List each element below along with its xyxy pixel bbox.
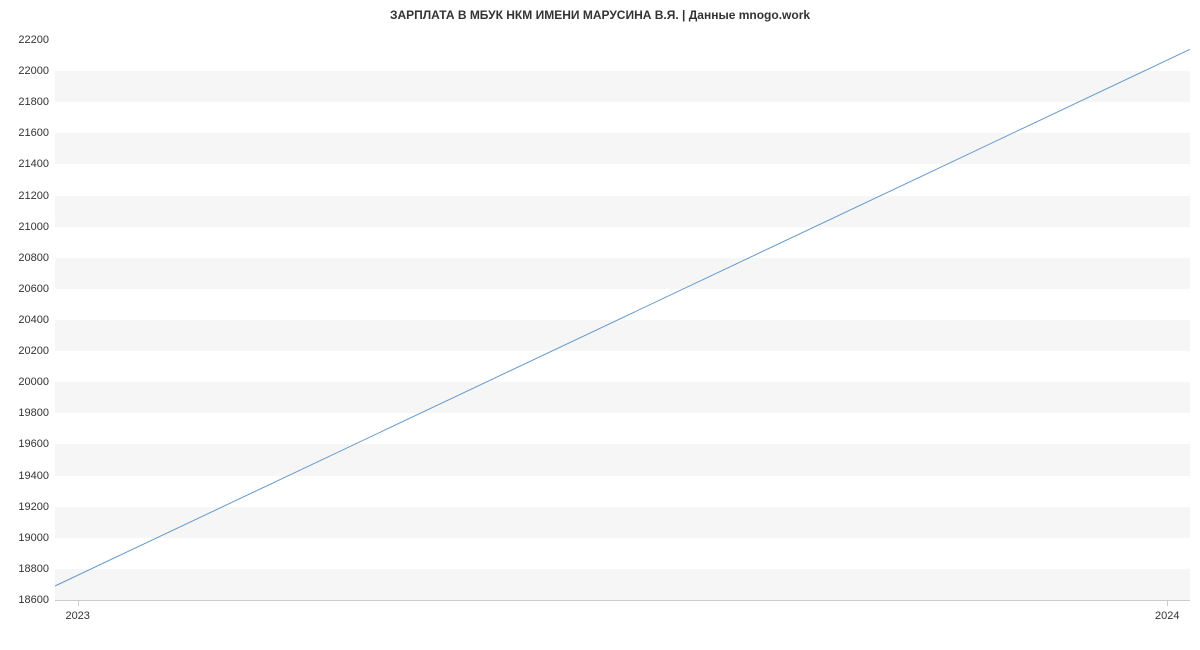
- salary-line-chart: ЗАРПЛАТА В МБУК НКМ ИМЕНИ МАРУСИНА В.Я. …: [0, 0, 1200, 650]
- y-tick-label: 21000: [3, 221, 49, 233]
- y-tick-label: 22200: [3, 34, 49, 46]
- y-tick-label: 19400: [3, 470, 49, 482]
- x-tick-label: 2023: [65, 610, 89, 622]
- y-tick-label: 20600: [3, 283, 49, 295]
- series-line: [55, 40, 1190, 600]
- y-tick-label: 20000: [3, 376, 49, 388]
- y-tick-label: 20800: [3, 252, 49, 264]
- y-tick-label: 21200: [3, 190, 49, 202]
- y-tick-label: 21600: [3, 127, 49, 139]
- y-tick-label: 21800: [3, 96, 49, 108]
- x-tick: [78, 600, 79, 606]
- y-tick-label: 19200: [3, 501, 49, 513]
- x-tick: [1167, 600, 1168, 606]
- y-tick-label: 19800: [3, 407, 49, 419]
- y-tick-label: 19600: [3, 438, 49, 450]
- y-tick-label: 18800: [3, 563, 49, 575]
- plot-area: 1860018800190001920019400196001980020000…: [55, 40, 1190, 600]
- y-tick-label: 19000: [3, 532, 49, 544]
- y-tick-label: 22000: [3, 65, 49, 77]
- y-tick-label: 18600: [3, 594, 49, 606]
- y-tick-label: 20200: [3, 345, 49, 357]
- x-axis-line: [55, 600, 1190, 601]
- x-tick-label: 2024: [1155, 610, 1179, 622]
- chart-title: ЗАРПЛАТА В МБУК НКМ ИМЕНИ МАРУСИНА В.Я. …: [0, 0, 1200, 22]
- y-tick-label: 20400: [3, 314, 49, 326]
- y-tick-label: 21400: [3, 158, 49, 170]
